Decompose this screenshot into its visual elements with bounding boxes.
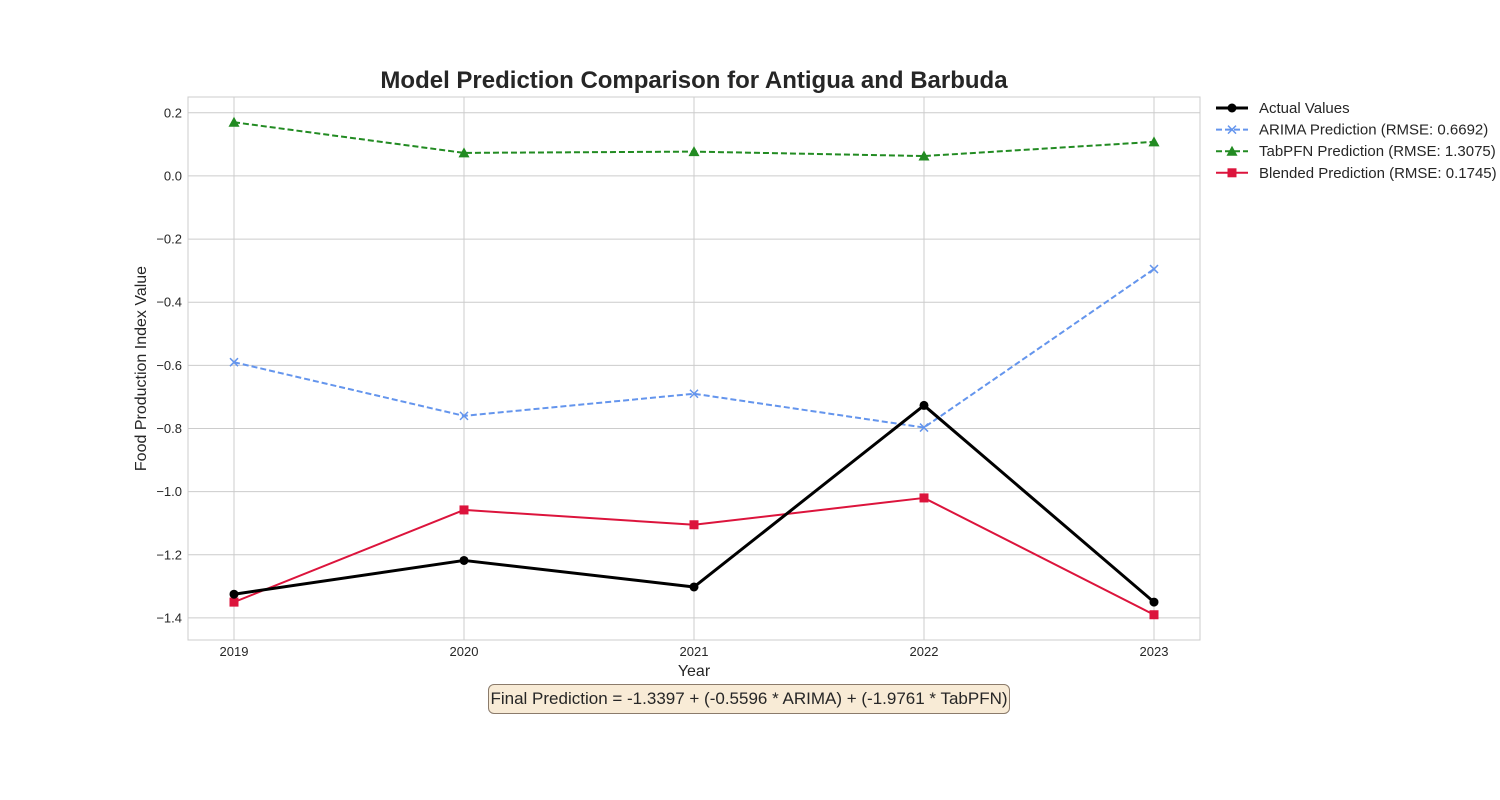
data-point	[459, 411, 469, 421]
grid	[188, 97, 1200, 640]
y-tick-label: 0.0	[164, 168, 182, 183]
data-point	[1149, 264, 1159, 274]
legend-label: Actual Values	[1259, 100, 1350, 117]
x-tick-label: 2021	[680, 644, 709, 659]
data-point	[689, 389, 699, 399]
legend: Actual Values ARIMA Prediction (RMSE: 0.6…	[1216, 100, 1497, 182]
data-point	[1149, 610, 1159, 620]
y-axis-ticks: 0.2 0.0 −0.2 −0.4 −0.6 −0.8 −1.0 −1.2 −1.4	[156, 105, 182, 625]
data-point	[919, 423, 929, 433]
data-point	[458, 147, 470, 158]
y-tick-label: −1.4	[156, 610, 182, 625]
y-tick-label: −0.8	[156, 421, 182, 436]
series-line	[233, 268, 1155, 429]
series-0	[229, 400, 1159, 607]
x-tick-label: 2022	[910, 644, 939, 659]
data-point	[688, 146, 700, 157]
data-point	[459, 555, 469, 565]
data-point	[689, 582, 699, 592]
legend-swatch-marker	[1227, 168, 1237, 178]
legend-item: TabPFN Prediction (RMSE: 1.3075)	[1216, 143, 1496, 160]
data-point	[1148, 136, 1160, 147]
y-axis-title: Food Production Index Value	[133, 266, 150, 471]
legend-label: Blended Prediction (RMSE: 0.1745)	[1259, 165, 1497, 182]
legend-label: TabPFN Prediction (RMSE: 1.3075)	[1259, 143, 1496, 160]
series-3	[229, 493, 1159, 620]
y-tick-label: −0.6	[156, 358, 182, 373]
chart-title: Model Prediction Comparison for Antigua …	[380, 67, 1008, 94]
y-tick-label: −1.0	[156, 484, 182, 499]
data-point	[919, 400, 929, 410]
legend-swatch-marker	[1227, 103, 1237, 113]
x-tick-label: 2023	[1140, 644, 1169, 659]
legend-item: Actual Values	[1216, 100, 1350, 117]
legend-swatch-marker	[1226, 145, 1238, 156]
x-axis-title: Year	[678, 663, 711, 680]
data-point	[689, 520, 699, 530]
data-point	[919, 493, 929, 503]
legend-item: Blended Prediction (RMSE: 0.1745)	[1216, 165, 1497, 182]
data-point	[229, 597, 239, 607]
y-tick-label: 0.2	[164, 105, 182, 120]
y-tick-label: −0.2	[156, 232, 182, 247]
x-axis-ticks: 2019 2020 2021 2022 2023	[220, 644, 1169, 659]
y-tick-label: −1.2	[156, 547, 182, 562]
data-point	[918, 150, 930, 161]
plot-area-frame	[187, 96, 1201, 641]
series-1	[229, 264, 1159, 433]
x-tick-label: 2020	[450, 644, 479, 659]
legend-swatch-marker	[1227, 125, 1237, 135]
formula-annotation: Final Prediction = -1.3397 + (-0.5596 * …	[488, 684, 1010, 714]
data-point	[228, 116, 240, 127]
series-2	[228, 116, 1160, 161]
data-point	[229, 589, 239, 599]
data-point	[459, 505, 469, 515]
data-point	[1149, 597, 1159, 607]
y-tick-label: −0.4	[156, 295, 182, 310]
series-group	[228, 116, 1160, 620]
legend-label: ARIMA Prediction (RMSE: 0.6692)	[1259, 122, 1488, 139]
legend-item: ARIMA Prediction (RMSE: 0.6692)	[1216, 122, 1488, 139]
x-tick-label: 2019	[220, 644, 249, 659]
data-point	[229, 357, 239, 367]
